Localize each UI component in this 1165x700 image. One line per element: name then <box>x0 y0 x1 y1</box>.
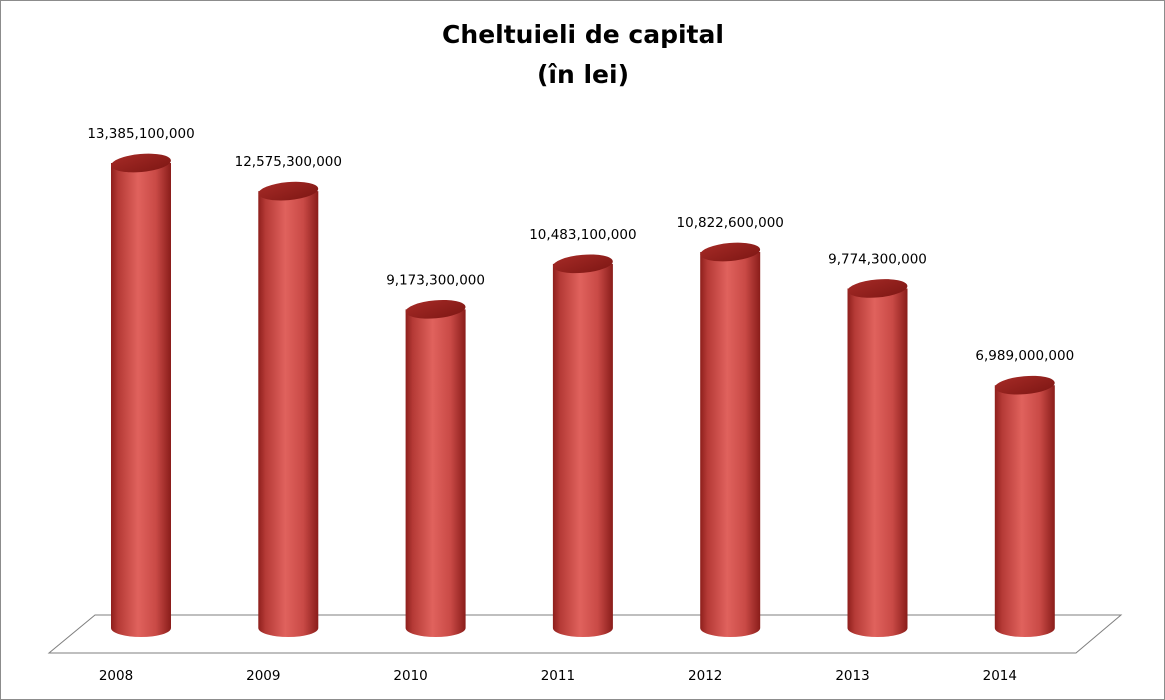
bar-2009 <box>258 181 319 637</box>
data-label: 9,173,300,000 <box>386 272 485 288</box>
bar-2012 <box>700 242 761 638</box>
bar-top <box>405 299 466 319</box>
chart-title: Cheltuieli de capital <box>442 20 724 49</box>
bar-top <box>258 181 319 201</box>
bar-top <box>553 254 613 274</box>
x-tick-label: 2010 <box>393 668 427 684</box>
x-tick-label: 2011 <box>541 668 575 684</box>
data-label: 6,989,000,000 <box>975 348 1074 364</box>
x-tick-label: 2008 <box>99 668 133 684</box>
bar-2014 <box>994 375 1055 638</box>
bar-top <box>994 375 1055 395</box>
data-label: 13,385,100,000 <box>87 126 194 142</box>
x-axis-ticks: 2008 2009 2010 2011 2012 2013 2014 <box>99 668 1017 684</box>
data-label: 10,822,600,000 <box>677 215 784 231</box>
bar-body <box>258 191 319 637</box>
bar-top <box>847 279 908 298</box>
bar-2011 <box>552 254 613 637</box>
data-label: 9,774,300,000 <box>828 251 927 267</box>
bar-body <box>111 163 171 637</box>
bar-body <box>700 252 761 638</box>
x-tick-label: 2012 <box>688 668 722 684</box>
bar-2013 <box>847 279 908 637</box>
x-tick-label: 2013 <box>835 668 869 684</box>
x-tick-label: 2014 <box>983 668 1017 684</box>
bar-body <box>847 288 908 637</box>
bar-2010 <box>405 299 466 637</box>
bar-body <box>552 263 613 637</box>
chart-subtitle: (în lei) <box>537 60 629 89</box>
x-tick-label: 2009 <box>246 668 280 684</box>
bar-2008 <box>111 153 171 637</box>
bar-top <box>111 153 171 173</box>
bar-top <box>700 242 761 262</box>
bar-body <box>994 385 1055 638</box>
data-label: 12,575,300,000 <box>235 154 342 170</box>
chart-title-group: Cheltuieli de capital (în lei) <box>442 20 724 89</box>
data-labels-layer: 13,385,100,000 12,575,300,000 9,173,300,00… <box>87 126 1074 364</box>
bar-body <box>405 309 466 637</box>
bars-layer <box>111 153 1055 638</box>
data-label: 10,483,100,000 <box>529 227 636 243</box>
